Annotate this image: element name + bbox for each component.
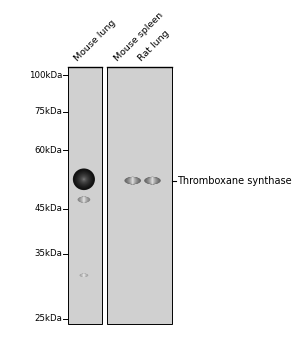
Text: Mouse lung: Mouse lung: [73, 18, 118, 63]
Ellipse shape: [83, 178, 85, 180]
Ellipse shape: [145, 177, 160, 184]
Ellipse shape: [81, 197, 86, 203]
Ellipse shape: [80, 197, 88, 203]
Ellipse shape: [148, 177, 157, 184]
Ellipse shape: [79, 174, 89, 184]
Ellipse shape: [78, 197, 89, 203]
Ellipse shape: [82, 274, 85, 277]
Ellipse shape: [77, 172, 91, 186]
Ellipse shape: [128, 177, 138, 184]
Ellipse shape: [148, 177, 157, 184]
Ellipse shape: [129, 177, 136, 184]
Ellipse shape: [81, 197, 87, 203]
Text: 25kDa: 25kDa: [35, 314, 63, 323]
Ellipse shape: [126, 177, 139, 184]
Ellipse shape: [83, 274, 85, 277]
Ellipse shape: [82, 274, 86, 277]
Ellipse shape: [82, 274, 86, 277]
Ellipse shape: [78, 174, 89, 185]
Ellipse shape: [127, 177, 138, 184]
Ellipse shape: [83, 274, 85, 277]
Ellipse shape: [81, 274, 87, 277]
Ellipse shape: [76, 172, 92, 187]
Bar: [103, 67, 107, 324]
Ellipse shape: [146, 177, 159, 184]
Ellipse shape: [83, 274, 84, 277]
Ellipse shape: [76, 171, 92, 187]
Ellipse shape: [73, 168, 95, 190]
Bar: [107, 67, 172, 324]
Ellipse shape: [78, 197, 90, 203]
Text: 45kDa: 45kDa: [35, 204, 63, 213]
Text: Thromboxane synthase: Thromboxane synthase: [177, 176, 291, 186]
Text: 60kDa: 60kDa: [35, 146, 63, 155]
Ellipse shape: [83, 197, 84, 203]
Ellipse shape: [126, 177, 140, 184]
Ellipse shape: [124, 177, 141, 184]
Ellipse shape: [74, 170, 93, 189]
Ellipse shape: [75, 170, 93, 188]
Ellipse shape: [79, 274, 88, 277]
Bar: [68, 67, 103, 324]
Ellipse shape: [74, 169, 94, 189]
Text: 100kDa: 100kDa: [29, 71, 63, 80]
Ellipse shape: [150, 177, 155, 184]
Ellipse shape: [149, 177, 156, 184]
Ellipse shape: [125, 177, 140, 184]
Ellipse shape: [81, 274, 86, 277]
Ellipse shape: [83, 197, 85, 203]
Ellipse shape: [77, 173, 91, 186]
Ellipse shape: [82, 197, 86, 203]
Ellipse shape: [80, 274, 88, 277]
Text: 35kDa: 35kDa: [35, 249, 63, 258]
Ellipse shape: [83, 179, 84, 180]
Ellipse shape: [81, 176, 87, 182]
Ellipse shape: [79, 197, 89, 203]
Ellipse shape: [132, 177, 133, 184]
Bar: [68, 67, 103, 324]
Bar: [107, 67, 172, 324]
Text: Rat lung: Rat lung: [136, 29, 171, 63]
Ellipse shape: [80, 175, 88, 183]
Ellipse shape: [151, 177, 154, 184]
Ellipse shape: [147, 177, 158, 184]
Ellipse shape: [81, 274, 87, 277]
Ellipse shape: [79, 175, 88, 184]
Ellipse shape: [78, 197, 90, 203]
Text: Mouse spleen: Mouse spleen: [113, 10, 166, 63]
Ellipse shape: [146, 177, 159, 184]
Ellipse shape: [150, 177, 155, 184]
Ellipse shape: [80, 274, 88, 277]
Ellipse shape: [131, 177, 135, 184]
Ellipse shape: [82, 197, 86, 203]
Text: 75kDa: 75kDa: [35, 107, 63, 117]
Ellipse shape: [144, 177, 161, 184]
Ellipse shape: [78, 173, 90, 185]
Ellipse shape: [80, 197, 88, 203]
Ellipse shape: [82, 178, 86, 181]
Ellipse shape: [74, 169, 94, 190]
Ellipse shape: [81, 176, 87, 182]
Ellipse shape: [130, 177, 136, 184]
Ellipse shape: [128, 177, 137, 184]
Ellipse shape: [82, 177, 86, 181]
Ellipse shape: [152, 177, 153, 184]
Ellipse shape: [131, 177, 134, 184]
